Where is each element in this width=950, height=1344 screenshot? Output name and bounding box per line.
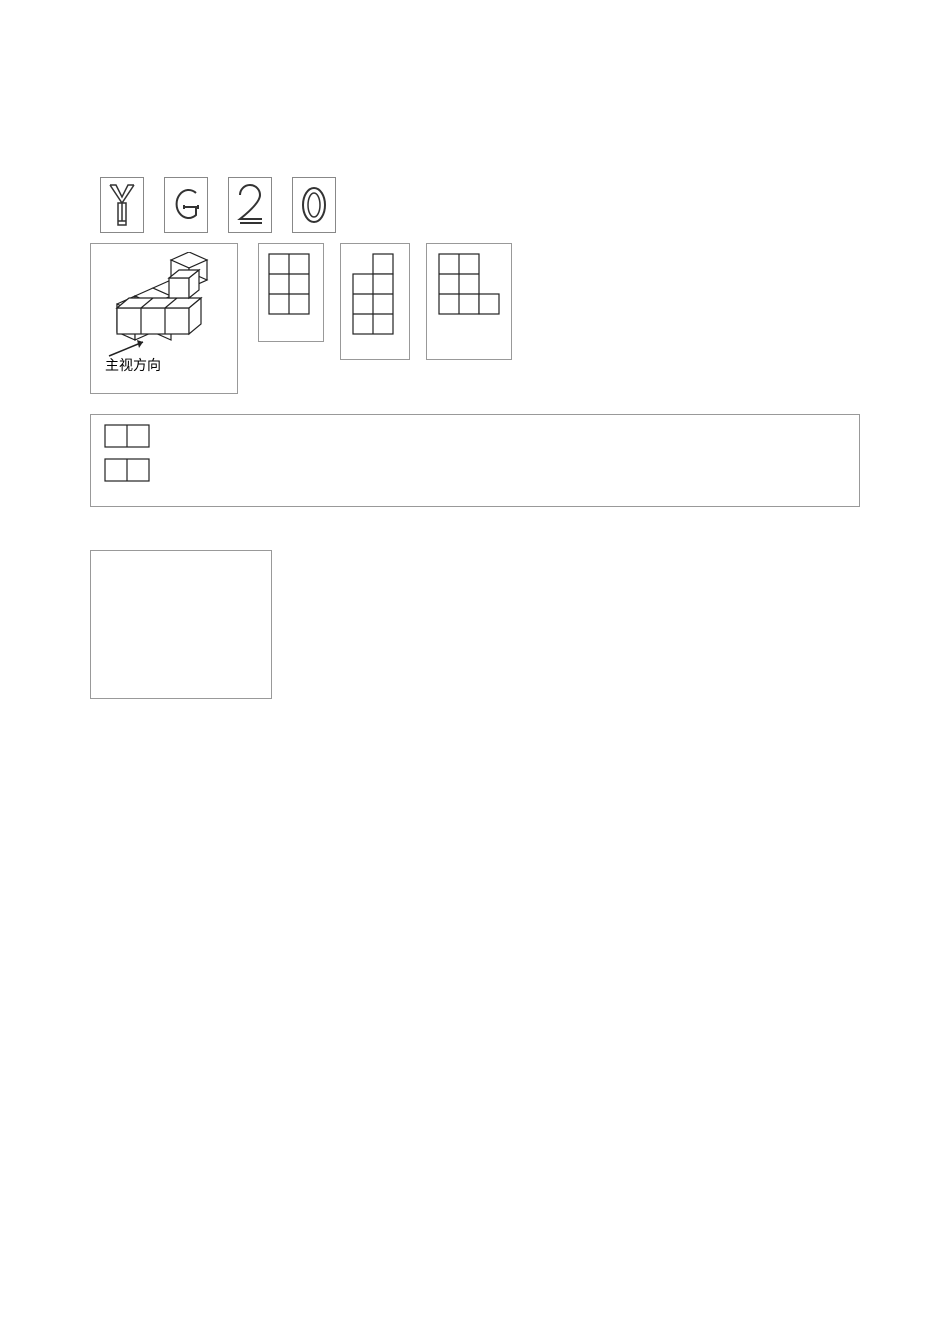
question-5	[90, 509, 860, 542]
q3-option-c	[426, 243, 512, 360]
q3-figures: 主视方向	[90, 243, 860, 394]
q2-icon-g	[164, 177, 208, 233]
q6-figure	[90, 550, 272, 699]
q1-options	[90, 130, 860, 163]
question-3: 主视方向	[90, 243, 860, 507]
q3-option-a	[258, 243, 324, 342]
view-direction-label: 主视方向	[105, 358, 161, 372]
q3-option-d	[90, 414, 860, 507]
question-6	[90, 544, 860, 699]
q3-option-b	[340, 243, 410, 360]
question-2	[90, 177, 860, 233]
q2-options	[90, 177, 860, 233]
q2-icon-0	[292, 177, 336, 233]
q2-icon-y	[100, 177, 144, 233]
q3-main-geometry: 主视方向	[90, 243, 238, 394]
q5-options	[90, 509, 860, 542]
q2-icon-2	[228, 177, 272, 233]
question-1	[90, 130, 860, 163]
